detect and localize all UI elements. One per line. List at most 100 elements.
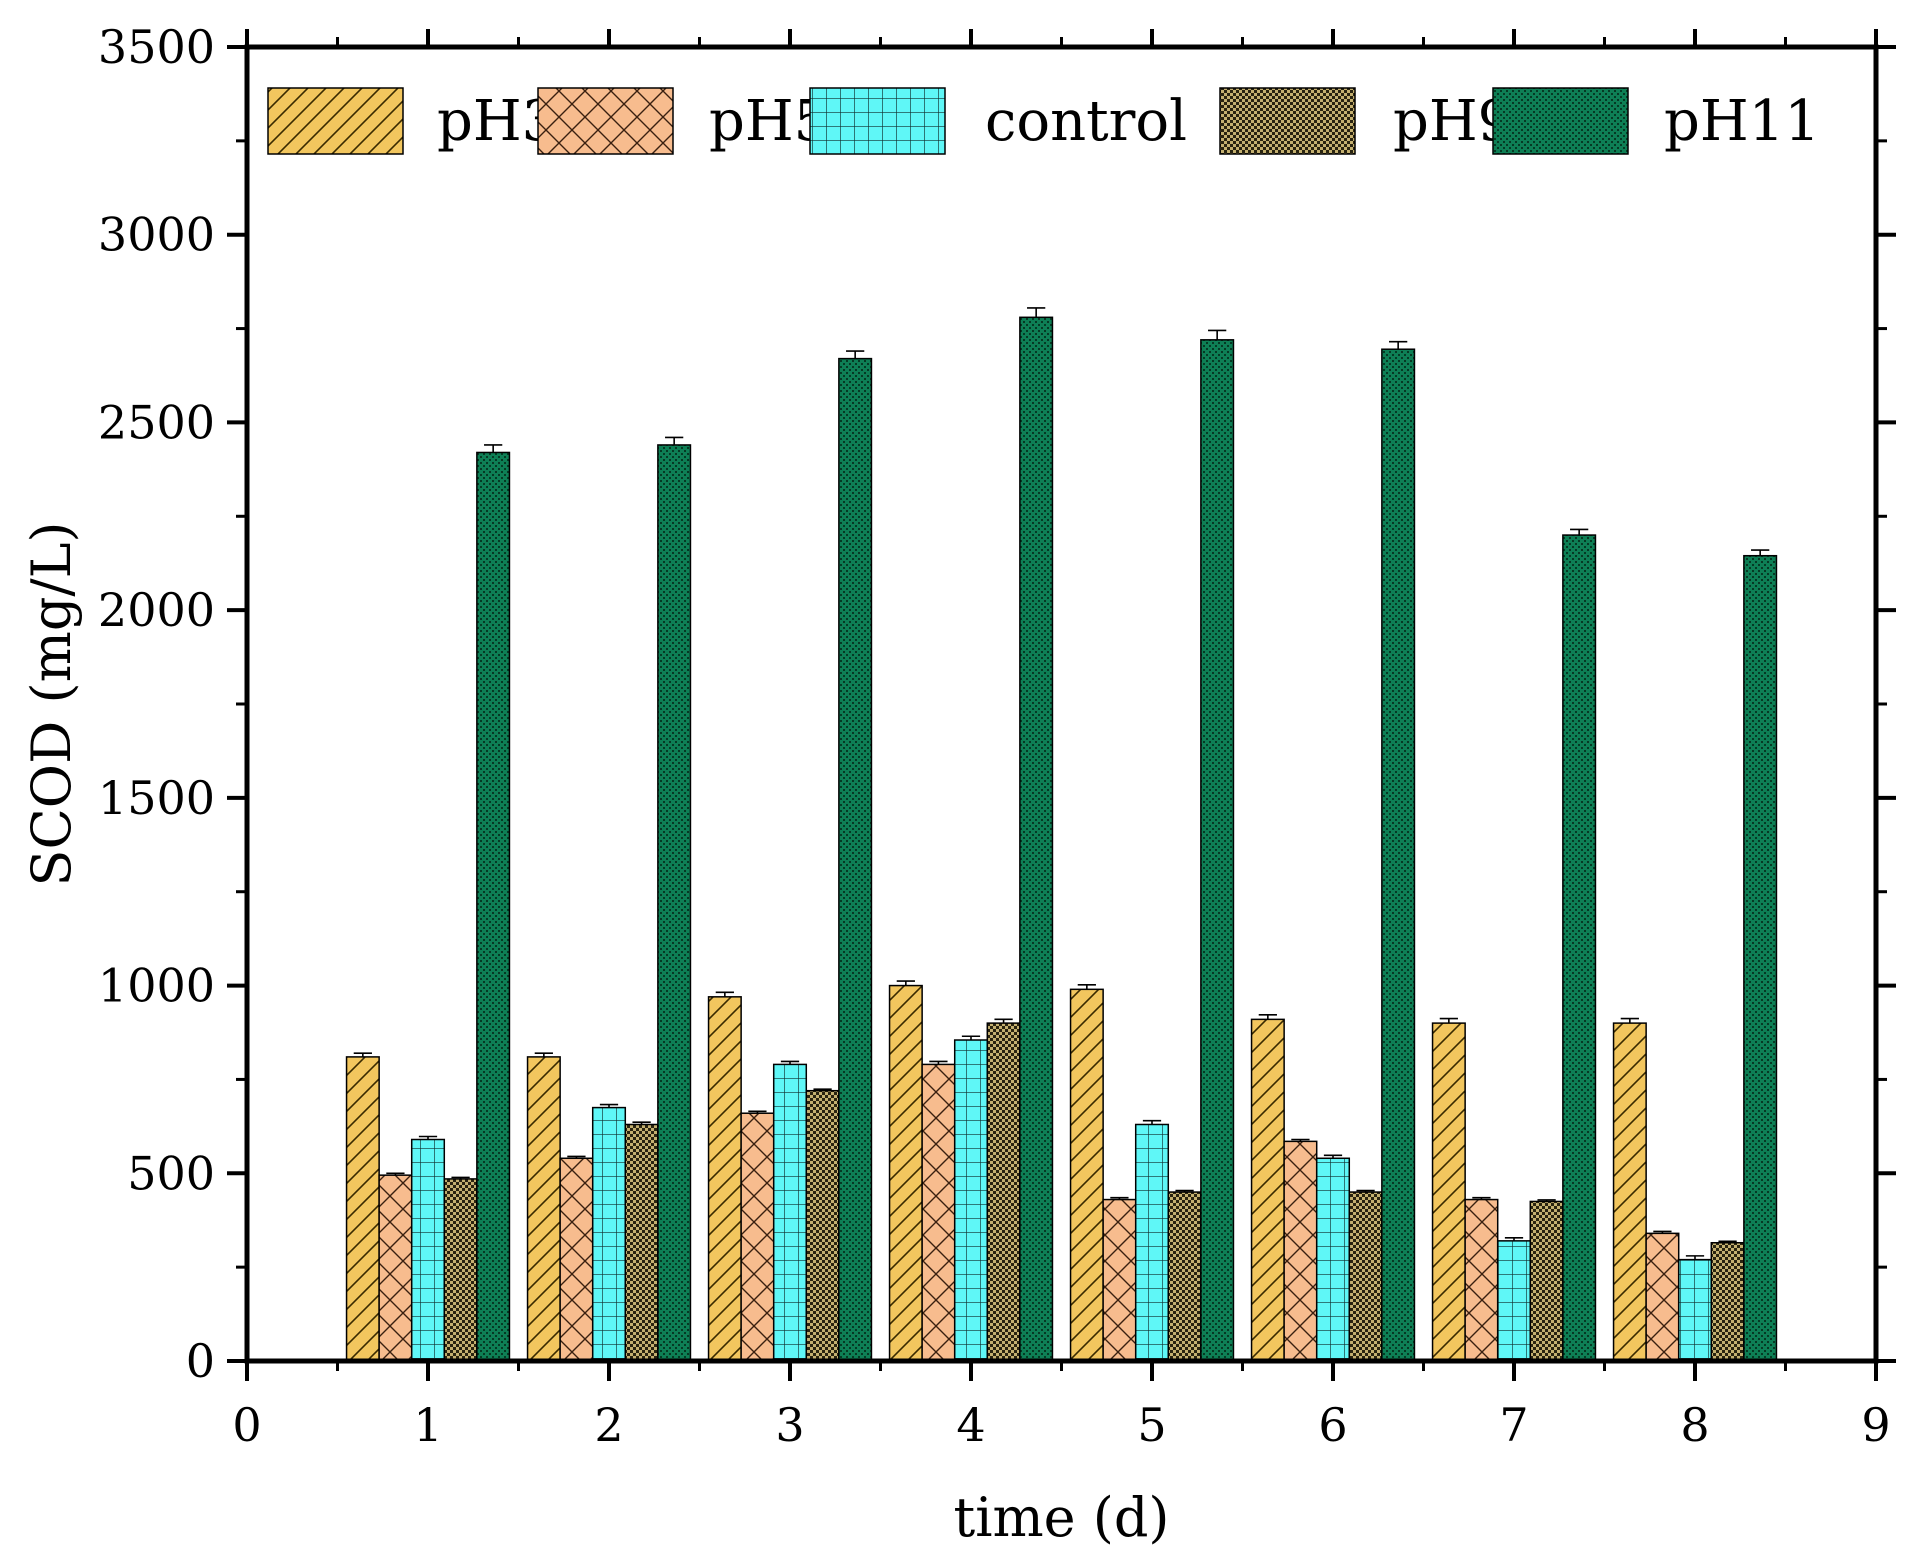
error-bar-pH5-day4 <box>929 1060 948 1065</box>
error-bar-pH3-day3 <box>715 991 734 997</box>
x-tick-label-5: 5 <box>1137 1398 1166 1452</box>
bar-pH9-day1 <box>443 1178 478 1362</box>
error-bar-pH5-day1 <box>386 1172 405 1176</box>
error-bar-pH11-day2 <box>665 436 684 445</box>
error-bar-pH3-day8 <box>1620 1017 1639 1024</box>
bar-pH11-day2 <box>657 444 692 1362</box>
bar-control-day8 <box>1677 1258 1713 1362</box>
error-bar-pH9-day6 <box>1356 1189 1375 1193</box>
bar-pH11-day7 <box>1562 534 1597 1362</box>
legend-label-pH11: pH11 <box>1664 89 1820 154</box>
bar-pH11-day5 <box>1200 339 1235 1362</box>
x-tick-label-6: 6 <box>1318 1398 1347 1452</box>
error-bar-pH11-day4 <box>1027 307 1046 318</box>
bar-pH9-day4 <box>986 1022 1021 1362</box>
error-bar-pH5-day2 <box>567 1155 586 1159</box>
error-bar-control-day1 <box>418 1135 438 1140</box>
legend-swatch-pH9 <box>1219 87 1356 155</box>
bar-pH11-day4 <box>1019 316 1054 1362</box>
error-bar-pH9-day2 <box>632 1121 651 1125</box>
bar-pH5-day6 <box>1283 1140 1318 1362</box>
bar-pH3-day2 <box>526 1056 561 1362</box>
bar-pH5-day4 <box>921 1063 956 1362</box>
bar-pH3-day7 <box>1431 1022 1466 1362</box>
legend-swatch-control <box>809 87 946 155</box>
bar-pH9-day2 <box>624 1123 659 1362</box>
bar-pH11-day1 <box>476 451 511 1362</box>
x-tick-label-9: 9 <box>1861 1398 1890 1452</box>
error-bar-pH11-day6 <box>1389 340 1408 350</box>
y-tick-label-2500: 2500 <box>98 395 215 449</box>
error-bar-pH11-day7 <box>1570 528 1589 536</box>
bar-pH5-day5 <box>1102 1198 1137 1362</box>
bar-pH9-day8 <box>1710 1241 1745 1362</box>
bar-pH11-day3 <box>838 357 873 1362</box>
bar-pH3-day1 <box>345 1056 380 1362</box>
legend-label-control: control <box>985 89 1187 154</box>
bar-pH11-day6 <box>1381 348 1416 1362</box>
error-bar-pH11-day3 <box>846 350 865 359</box>
error-bar-pH5-day8 <box>1653 1230 1672 1234</box>
error-bar-control-day8 <box>1685 1255 1705 1260</box>
error-bar-pH3-day5 <box>1077 984 1096 990</box>
x-tick-label-2: 2 <box>594 1398 623 1452</box>
x-axis-title: time (d) <box>954 1486 1170 1549</box>
bar-pH3-day5 <box>1069 988 1104 1362</box>
error-bar-control-day2 <box>599 1103 619 1108</box>
error-bar-control-day6 <box>1323 1154 1343 1159</box>
y-tick-label-3000: 3000 <box>98 208 215 262</box>
error-bar-pH5-day5 <box>1110 1196 1129 1200</box>
y-axis-title: SCOD (mg/L) <box>20 521 83 886</box>
error-bar-pH11-day8 <box>1751 549 1770 556</box>
error-bar-pH5-day7 <box>1472 1196 1491 1200</box>
error-bar-pH9-day3 <box>813 1088 832 1091</box>
error-bar-pH9-day5 <box>1175 1189 1194 1193</box>
legend-swatch-pH3 <box>267 87 404 155</box>
error-bar-pH3-day2 <box>534 1052 553 1057</box>
legend-swatch-pH5 <box>537 87 674 155</box>
bar-pH3-day6 <box>1250 1018 1285 1362</box>
error-bar-pH9-day1 <box>451 1176 470 1179</box>
error-bar-pH3-day7 <box>1439 1017 1458 1024</box>
error-bar-control-day7 <box>1504 1237 1524 1241</box>
bar-control-day4 <box>953 1039 989 1362</box>
y-tick-label-1500: 1500 <box>98 771 215 825</box>
bar-pH5-day8 <box>1645 1232 1680 1362</box>
error-bar-control-day3 <box>780 1060 800 1065</box>
error-bar-pH5-day3 <box>748 1110 767 1114</box>
bar-control-day6 <box>1315 1157 1351 1362</box>
bar-pH3-day3 <box>707 996 742 1362</box>
bars-layer <box>345 307 1778 1362</box>
error-bar-control-day5 <box>1142 1119 1162 1125</box>
bar-pH5-day2 <box>559 1157 594 1362</box>
y-tick-label-2000: 2000 <box>98 583 215 637</box>
bar-pH3-day4 <box>888 984 923 1362</box>
error-bar-control-day4 <box>961 1035 981 1041</box>
bar-pH9-day7 <box>1529 1200 1564 1362</box>
legend: pH3 pH5 control pH9 pH11 <box>267 87 1820 155</box>
error-bar-pH3-day4 <box>896 980 915 986</box>
bar-control-day1 <box>410 1138 446 1362</box>
error-bar-pH9-day4 <box>994 1018 1013 1024</box>
error-bar-pH5-day6 <box>1291 1138 1310 1142</box>
bar-control-day7 <box>1496 1240 1532 1362</box>
y-tick-label-1000: 1000 <box>98 959 215 1013</box>
x-tick-label-8: 8 <box>1680 1398 1709 1452</box>
bar-pH11-day8 <box>1743 554 1778 1362</box>
bar-control-day5 <box>1134 1123 1170 1362</box>
error-bar-pH3-day1 <box>353 1052 372 1057</box>
bar-pH5-day1 <box>378 1174 413 1362</box>
error-bar-pH11-day1 <box>484 444 503 453</box>
x-tick-label-1: 1 <box>413 1398 442 1452</box>
axes-layer: 0 1 2 3 4 5 6 7 8 9 0 500 1000 1500 2000 2500 3000 3500 <box>98 20 1896 1452</box>
error-bar-pH11-day5 <box>1208 329 1227 340</box>
x-tick-label-3: 3 <box>775 1398 804 1452</box>
error-bar-pH9-day8 <box>1718 1240 1737 1243</box>
bar-pH5-day3 <box>740 1112 775 1362</box>
error-bar-pH3-day6 <box>1258 1014 1277 1020</box>
y-tick-label-0: 0 <box>186 1334 215 1388</box>
legend-swatch-pH11 <box>1492 87 1629 155</box>
bar-pH9-day5 <box>1167 1191 1202 1362</box>
